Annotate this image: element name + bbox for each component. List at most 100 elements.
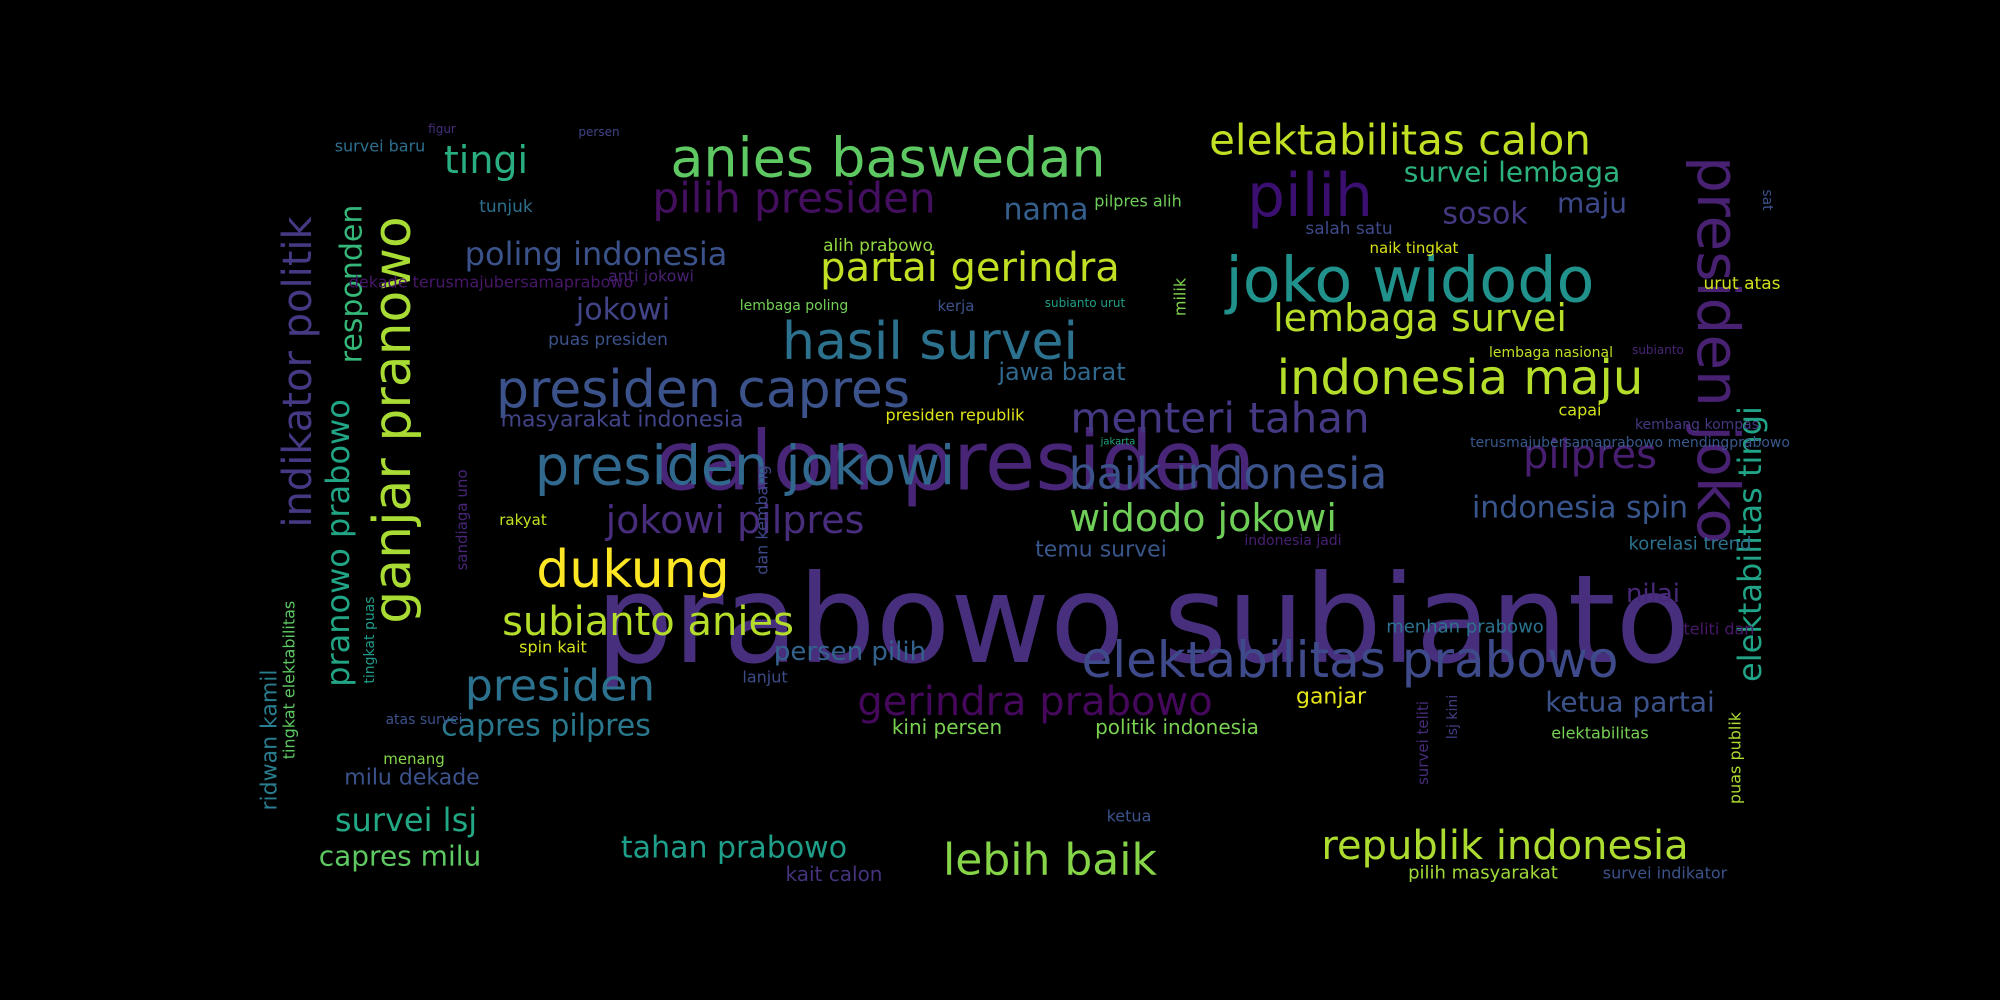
word-69: survei baru: [335, 137, 426, 156]
word-13: indikator politik: [275, 216, 321, 528]
word-66: naik tingkat: [1370, 239, 1459, 257]
word-54: kait calon: [786, 862, 883, 886]
word-58: menhan prabowo: [1386, 617, 1544, 638]
word-88: dan kembang: [753, 465, 772, 575]
word-46: masyarakat indonesia: [501, 408, 744, 433]
word-67: sat: [1759, 189, 1775, 211]
word-74: lembaga poling: [740, 298, 849, 314]
word-9: presiden capres: [496, 360, 910, 420]
word-91: tingkat elektabilitas: [280, 601, 299, 760]
word-41: survei lsj: [335, 801, 477, 839]
word-59: teliti dan: [1684, 620, 1755, 639]
word-82: capai: [1558, 401, 1601, 420]
word-93: lanjut: [742, 668, 787, 687]
word-4: pilih presiden: [652, 174, 935, 223]
word-8: hasil survei: [782, 312, 1078, 372]
word-12: ganjar pranowo: [363, 216, 423, 623]
word-36: maju: [1557, 187, 1627, 220]
word-80: lembaga nasional: [1489, 345, 1613, 361]
word-87: sandiaga uno: [453, 469, 471, 570]
word-1: calon presiden: [655, 415, 1256, 510]
word-60: elektabilitas: [1551, 724, 1648, 743]
word-75: kerja: [938, 297, 975, 315]
word-17: partai gerindra: [820, 245, 1120, 291]
word-3: anies baswedan: [670, 127, 1105, 190]
word-19: baik indonesia: [1069, 449, 1388, 500]
word-6: presiden joko: [1684, 156, 1752, 544]
word-25: presiden: [465, 661, 655, 712]
word-95: menang: [383, 750, 445, 768]
word-32: pilpres: [1523, 432, 1657, 478]
word-18: subianto anies: [502, 599, 794, 645]
word-35: sosok: [1442, 197, 1528, 232]
word-23: republik indonesia: [1321, 823, 1688, 869]
word-20: menteri tahan: [1070, 394, 1369, 443]
word-48: temu survei: [1035, 538, 1167, 563]
word-21: widodo jokowi: [1069, 496, 1337, 540]
word-26: pranowo prabowo: [319, 399, 357, 687]
word-52: kini persen: [892, 715, 1002, 739]
word-64: pilpres alih: [1094, 192, 1182, 211]
word-50: ridwan kamil: [258, 669, 283, 810]
word-31: responden: [335, 205, 370, 364]
word-28: tingi: [444, 138, 528, 182]
word-98: ketua: [1107, 807, 1152, 826]
word-40: capres pilpres: [441, 709, 651, 744]
word-43: ketua partai: [1545, 686, 1715, 719]
word-10: presiden jokowi: [535, 435, 955, 498]
word-29: poling indonesia: [465, 235, 728, 273]
word-85: terusmajubersamaprabowo mendingprabowo: [1470, 435, 1790, 451]
word-86: rakyat: [499, 511, 547, 529]
word-57: korelasi trend: [1629, 534, 1752, 555]
word-42: capres milu: [319, 840, 482, 873]
word-30: jokowi: [575, 293, 670, 328]
word-55: pilih masyarakat: [1408, 863, 1558, 884]
word-78: puas presiden: [548, 330, 668, 350]
word-89: indonesia jadi: [1244, 533, 1341, 549]
word-45: nilai: [1626, 579, 1680, 609]
word-90: spin kait: [519, 638, 587, 657]
word-73: anti jokowi: [608, 267, 694, 286]
word-7: joko widodo: [1223, 244, 1594, 317]
word-47: jawa barat: [997, 358, 1125, 386]
word-72: dekade terusmajubersamaprabowo: [349, 273, 634, 292]
word-38: indonesia spin: [1472, 491, 1688, 526]
word-39: tahan prabowo: [621, 831, 847, 866]
word-27: jokowi pilpres: [605, 498, 865, 542]
word-5: pilih: [1247, 161, 1373, 231]
word-77: milik: [1171, 277, 1190, 316]
word-68: urut atas: [1704, 274, 1781, 294]
word-14: dukung: [536, 540, 729, 600]
word-0: prabowo subianto: [596, 549, 1690, 691]
word-33: elektabilitas tingi: [1731, 406, 1769, 682]
word-56: survei indikator: [1603, 864, 1728, 883]
word-63: alih prabowo: [823, 236, 933, 256]
word-44: persen pilih: [774, 637, 926, 667]
word-34: survei lembaga: [1404, 156, 1620, 189]
word-2: elektabilitas calon: [1209, 116, 1591, 165]
word-81: subianto: [1632, 343, 1684, 357]
word-79: presiden republik: [886, 406, 1026, 425]
word-11: indonesia maju: [1277, 350, 1644, 406]
word-76: subianto urut: [1045, 296, 1126, 310]
word-15: elektabilitas prabowo: [1082, 631, 1619, 689]
word-84: jakarta: [1100, 437, 1136, 448]
word-49: ganjar: [1296, 685, 1367, 710]
word-53: politik indonesia: [1095, 715, 1259, 739]
word-37: nama: [1003, 193, 1088, 228]
word-65: salah satu: [1305, 219, 1392, 239]
word-97: lsj kini: [1445, 695, 1461, 739]
word-94: atas survei: [385, 712, 462, 728]
word-24: lebih baik: [943, 835, 1157, 886]
word-62: tunjuk: [479, 197, 533, 217]
word-96: survei teliti: [1414, 701, 1432, 785]
word-61: puas publik: [1726, 711, 1745, 804]
word-22: lembaga survei: [1273, 296, 1567, 340]
word-70: persen: [578, 125, 619, 139]
word-92: tingkat puas: [362, 596, 378, 683]
word-51: milu dekade: [344, 766, 479, 791]
word-16: gerindra prabowo: [857, 679, 1212, 725]
word-83: kembang kompas: [1635, 417, 1759, 433]
word-71: figur: [428, 122, 456, 136]
